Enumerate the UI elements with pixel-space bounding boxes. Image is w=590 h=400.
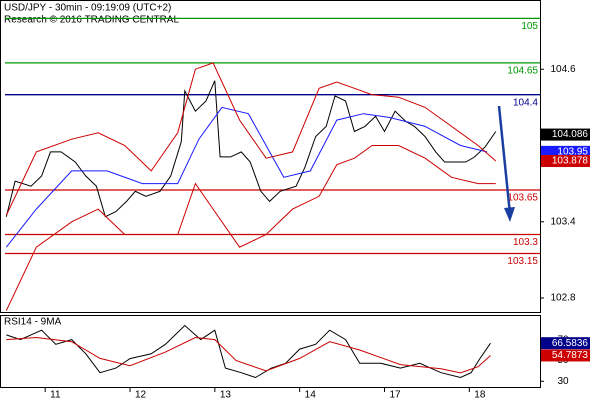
series-line <box>5 145 496 311</box>
level-label: 103.65 <box>507 193 538 204</box>
chart-title: USD/JPY - 30min - 09:19:09 (UTC+2) <box>4 3 171 14</box>
value-box <box>541 128 590 141</box>
value-box-label: 104.086 <box>552 129 589 140</box>
value-box <box>541 337 590 350</box>
forecast-arrow <box>497 105 512 215</box>
x-tick-label: 14 <box>305 390 317 400</box>
y-tick-label: 102.8 <box>550 293 575 304</box>
value-box-label: 66.5836 <box>552 338 589 349</box>
value-box-label: 103.878 <box>552 156 589 167</box>
price-panel <box>0 0 541 313</box>
rsi-title: RSI14 - 9MA <box>4 317 62 328</box>
value-box-label: 103.95 <box>557 147 588 158</box>
level-label: 105 <box>521 21 538 32</box>
y-tick-label: 104.6 <box>550 64 575 75</box>
value-box <box>541 349 590 362</box>
level-label: 104.4 <box>513 97 538 108</box>
rsi-panel <box>0 315 541 388</box>
level-label: 103.15 <box>507 256 538 267</box>
x-tick-label: 13 <box>220 390 232 400</box>
y-tick-label: 30 <box>557 376 569 387</box>
value-box-label: 54.7873 <box>552 350 589 361</box>
series-line <box>5 62 497 216</box>
chart-subtitle: Research © 2016 TRADING CENTRAL <box>4 15 179 26</box>
x-tick-label: 18 <box>474 390 486 400</box>
series-line <box>6 324 491 379</box>
x-tick-label: 17 <box>389 390 401 400</box>
series-line <box>6 336 491 374</box>
value-box <box>541 155 590 168</box>
level-label: 104.65 <box>507 66 538 77</box>
series-line <box>5 80 497 218</box>
x-tick-label: 11 <box>50 390 61 400</box>
series-line <box>5 106 488 248</box>
value-box <box>541 145 590 158</box>
forecast-arrow-head <box>504 207 515 222</box>
level-label: 103.3 <box>513 237 538 248</box>
x-tick-label: 12 <box>135 390 147 400</box>
y-tick-label: 103.4 <box>550 216 575 227</box>
